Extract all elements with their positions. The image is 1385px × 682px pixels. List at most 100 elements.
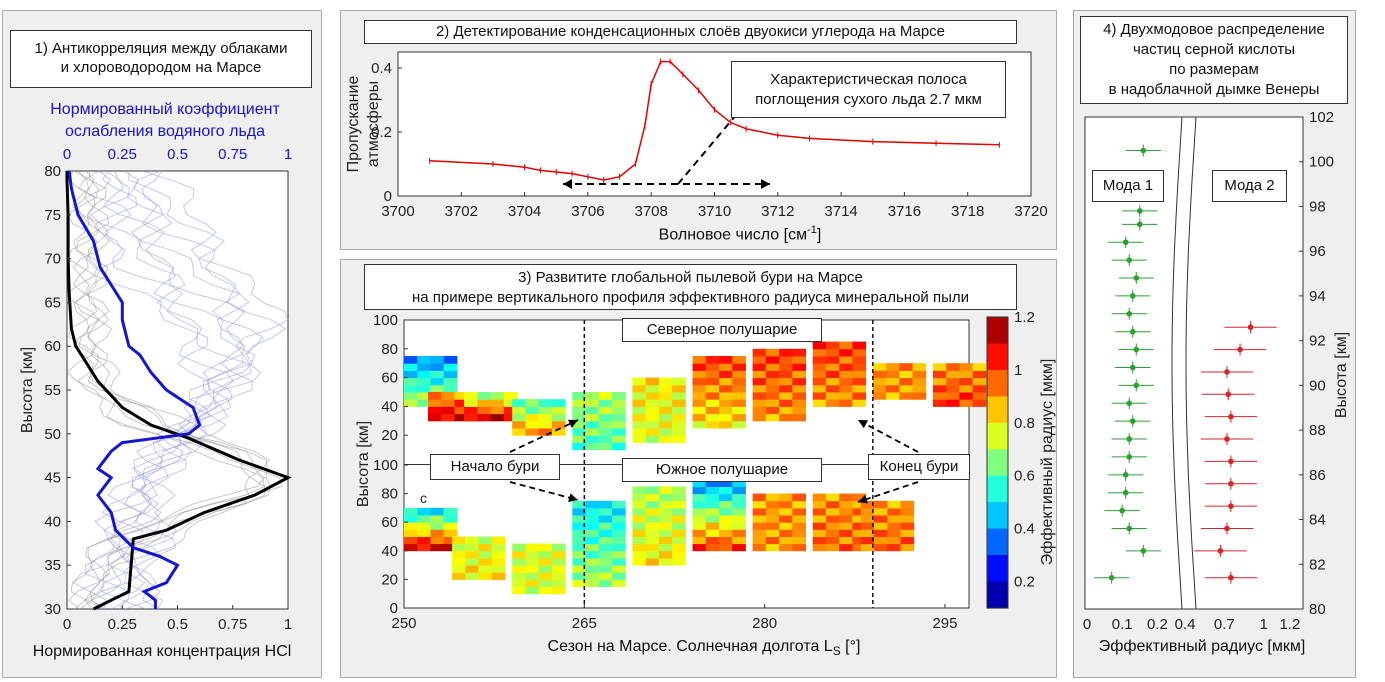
- storm-arrow: [857, 419, 919, 453]
- north-heatmap-cell: [585, 428, 600, 436]
- north-heatmap-cell: [572, 413, 586, 422]
- north-heatmap-cell: [825, 356, 840, 364]
- north-heatmap-cell: [705, 420, 720, 429]
- panel4-title-line4: в надоблачной дымке Венеры: [1108, 81, 1320, 98]
- south-heatmap-cell: [417, 543, 431, 552]
- north-heatmap-cell: [672, 420, 686, 429]
- south-heatmap-cell: [852, 522, 867, 530]
- north-heatmap-cell: [692, 363, 707, 371]
- north-heatmap-cell: [779, 406, 793, 415]
- south-heatmap-cell: [632, 493, 647, 502]
- south-heatmap-cell: [658, 515, 673, 523]
- south-heatmap-cell: [443, 536, 458, 545]
- south-heatmap-cell: [512, 586, 526, 595]
- south-heatmap-cell: [598, 579, 613, 587]
- panel3-xtick-label: 250: [391, 615, 416, 632]
- north-heatmap-cell: [598, 406, 613, 415]
- south-heatmap-cell: [692, 486, 707, 495]
- south-heatmap-cell: [538, 586, 553, 595]
- south-heatmap-cell: [612, 507, 626, 516]
- panel4-ylabel: Высота [км]: [1333, 332, 1350, 418]
- south-heatmap-cell: [452, 565, 466, 573]
- south-heatmap-cell: [612, 522, 626, 530]
- south-heatmap-cell: [887, 529, 901, 537]
- north-heatmap-cell: [658, 392, 673, 400]
- colorbar-segment: [987, 422, 1008, 450]
- north-heatmap-cell: [490, 413, 505, 422]
- north-heatmap-cell: [658, 384, 673, 393]
- mode2-point: [1224, 369, 1230, 375]
- south-heatmap-cell: [719, 529, 733, 537]
- panel2-xtick-label: 3720: [1014, 203, 1047, 220]
- south-heatmap-cell: [585, 565, 600, 573]
- north-heatmap-cell: [404, 384, 418, 393]
- south-heatmap-cell: [478, 550, 493, 559]
- mode1-point: [1119, 507, 1125, 514]
- south-heatmap-cell: [672, 558, 686, 566]
- south-heatmap-cell: [538, 565, 553, 573]
- north-heatmap-cell: [752, 392, 767, 400]
- north-heatmap-cell: [825, 377, 840, 386]
- south-heatmap-cell: [887, 522, 901, 530]
- north-heatmap-cell: [598, 420, 613, 429]
- south-hemisphere-label: Южное полушарие: [622, 458, 822, 482]
- panel2-xtick-label: 3706: [571, 203, 604, 220]
- north-heatmap-cell: [732, 370, 746, 379]
- south-heatmap-cell: [645, 493, 660, 502]
- north-heatmap-cell: [645, 399, 660, 407]
- panel3-xtick-label: 295: [932, 615, 957, 632]
- arrowhead-right: [761, 179, 770, 189]
- south-heatmap-cell: [525, 579, 540, 587]
- south-heatmap-cell: [512, 550, 526, 559]
- panel1-top-tick-label: 0.5: [167, 146, 188, 163]
- north-heatmap-cell: [752, 348, 767, 357]
- north-heatmap-cell: [792, 392, 806, 400]
- south-heatmap-cell: [430, 529, 445, 537]
- panel1-ytick-label: 40: [44, 513, 61, 530]
- north-heatmap-cell: [443, 384, 458, 393]
- south-heatmap-cell: [692, 529, 707, 537]
- north-heatmap-cell: [839, 384, 853, 393]
- south-heatmap-cell: [417, 536, 431, 545]
- north-heatmap-cell: [538, 413, 553, 422]
- panel4-xtick-label: 1.2: [1279, 616, 1300, 633]
- south-heatmap-cell: [792, 515, 806, 523]
- north-heatmap-cell: [705, 370, 720, 379]
- south-heatmap-cell: [512, 543, 526, 552]
- north-heatmap-cell: [872, 370, 887, 379]
- south-heatmap-cell: [792, 500, 806, 509]
- north-heatmap-cell: [404, 392, 418, 400]
- south-heatmap-cell: [645, 515, 660, 523]
- south-heatmap-cell: [792, 493, 806, 502]
- panel1-xtick-label: 0: [63, 616, 71, 633]
- north-heatmap-cell: [404, 370, 418, 379]
- south-heatmap-cell: [632, 550, 647, 559]
- north-heatmap-cell: [572, 420, 586, 429]
- south-heatmap-cell: [417, 515, 431, 523]
- panel4-title-line2: частиц серной кислоты: [1132, 41, 1296, 58]
- north-heatmap-cell: [632, 392, 647, 400]
- north-heatmap-cell: [705, 392, 720, 400]
- south-heatmap-cell: [860, 529, 875, 537]
- north-heatmap-cell: [752, 356, 767, 364]
- panel3-ytick-label: 80: [381, 341, 398, 358]
- north-heatmap-cell: [946, 370, 960, 379]
- south-heatmap-cell: [779, 500, 793, 509]
- colorbar-segment: [987, 555, 1008, 583]
- storm-start-label: Начало бури: [430, 454, 560, 480]
- panel1-xtick-label: 0.25: [108, 616, 137, 633]
- south-heatmap-cell: [860, 522, 875, 530]
- south-heatmap-cell: [765, 507, 780, 516]
- north-heatmap-cell: [812, 399, 827, 407]
- panel2-annotation-box: Характеристическая полоса поглощения сух…: [731, 61, 1006, 118]
- mode1-point: [1122, 472, 1129, 478]
- south-heatmap-cell: [525, 572, 540, 580]
- north-heatmap-cell: [852, 392, 867, 400]
- north-heatmap-cell: [672, 406, 686, 415]
- north-heatmap-cell: [765, 384, 780, 393]
- north-heatmap-cell: [899, 377, 913, 386]
- south-heatmap-cell: [672, 515, 686, 523]
- north-heatmap-cell: [525, 399, 540, 407]
- north-heatmap-cell: [719, 420, 733, 429]
- north-heatmap-cell: [572, 392, 586, 400]
